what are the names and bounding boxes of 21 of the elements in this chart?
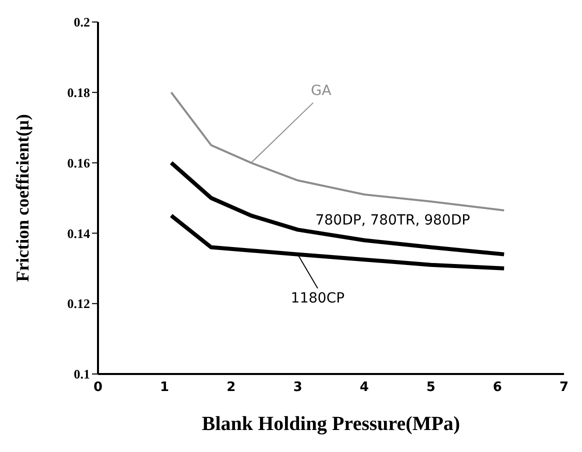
x-tick-label: 5 [426, 380, 436, 396]
x-tick-label: 2 [226, 380, 236, 396]
x-tick-label: 0 [93, 380, 103, 396]
y-tick-label: 0.2 [74, 14, 90, 30]
x-tick-label: 7 [559, 380, 569, 396]
y-tick-label: 0.18 [67, 85, 90, 100]
y-tick-label: 0.14 [67, 226, 90, 241]
line-series [169, 214, 506, 270]
text: GA [310, 82, 332, 99]
line-series [169, 160, 506, 256]
x-axis-title: Blank Holding Pressure(MPa) [202, 413, 460, 435]
x-tick-label: 6 [492, 380, 502, 396]
y-tick-label: 0.12 [67, 296, 90, 312]
x-tick-label: 4 [360, 380, 369, 396]
y-axis-title: Friction coefficient(μ) [12, 114, 32, 282]
x-tick-label: 1 [160, 380, 170, 396]
text: 1180CP [290, 290, 345, 306]
series-label: 780DP, 780TR, 980DP [315, 212, 470, 229]
y-tick-label: 0.16 [67, 155, 90, 170]
y-tick-label: 0.1 [74, 366, 90, 382]
x-tick-label: 3 [293, 380, 302, 396]
